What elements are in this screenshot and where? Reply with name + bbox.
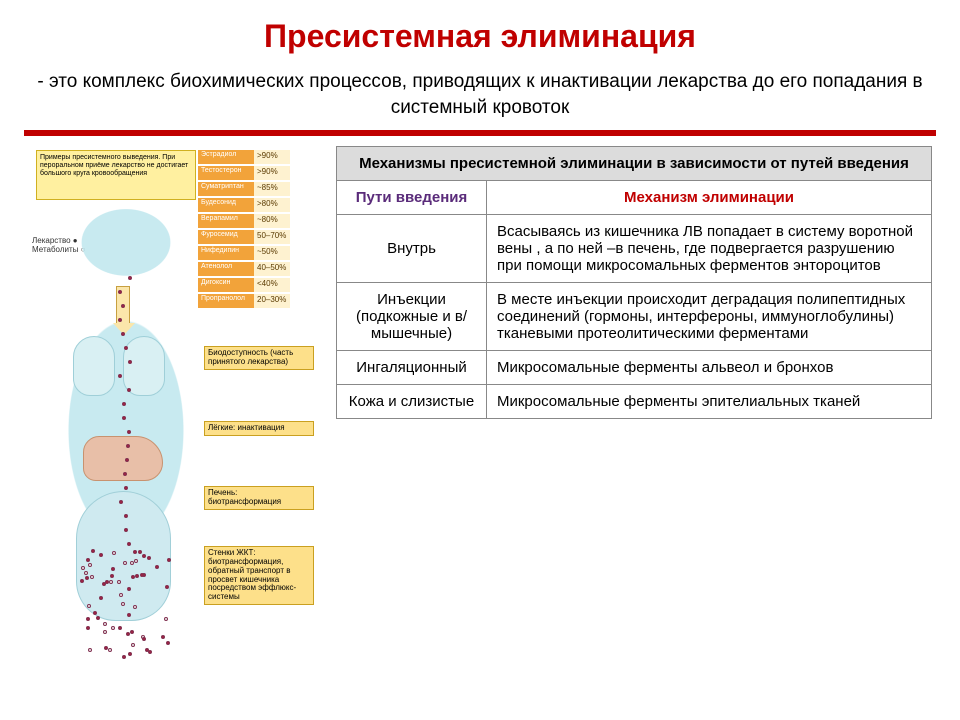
subtitle-content: это комплекс биохимических процессов, пр…: [49, 71, 923, 118]
particle-dot: [108, 648, 112, 652]
drug-name: Эстрадиол: [198, 150, 254, 164]
particle-dot: [166, 641, 170, 645]
particle-dot: [110, 574, 114, 578]
mechanism-cell: Микросомальные ферменты эпителиальных тк…: [487, 385, 932, 419]
drug-name: Тестостерон: [198, 166, 254, 180]
particle-dot: [103, 622, 107, 626]
particle-dot: [124, 514, 128, 518]
drug-percent: >90%: [254, 166, 290, 180]
lung-right-icon: [123, 336, 165, 396]
particle-dot: [148, 650, 152, 654]
divider-bar: [24, 130, 936, 136]
particle-dot: [127, 613, 131, 617]
particle-dot: [142, 637, 146, 641]
mechanism-cell: Всасываясь из кишечника ЛВ попадает в си…: [487, 215, 932, 283]
mechanism-cell: В месте инъекции происходит деградация п…: [487, 283, 932, 351]
drug-row: Тестостерон>90%: [198, 166, 316, 180]
particle-dot: [81, 566, 85, 570]
drug-percent: 20–30%: [254, 294, 290, 308]
particle-dot: [131, 575, 135, 579]
organs-group: [68, 296, 178, 646]
callout-bioavailability: Биодоступность (часть принятого лекарств…: [204, 346, 314, 370]
drug-name: Будесонид: [198, 198, 254, 212]
particle-dot: [111, 626, 115, 630]
particle-dot: [90, 575, 94, 579]
mechanism-cell: Микросомальные ферменты альвеол и бронхо…: [487, 351, 932, 385]
particle-dot: [122, 655, 126, 659]
drug-row: Суматриптан~85%: [198, 182, 316, 196]
callout-liver: Печень: биотрансформация: [204, 486, 314, 510]
table-title: Механизмы пресистемной элиминации в зави…: [337, 147, 932, 181]
particle-dot: [123, 561, 127, 565]
particle-dot: [121, 602, 125, 606]
route-cell: Внутрь: [337, 215, 487, 283]
particle-dot: [127, 587, 131, 591]
table-row: ИнгаляционныйМикросомальные ферменты аль…: [337, 351, 932, 385]
particle-dot: [125, 458, 129, 462]
particle-dot: [128, 652, 132, 656]
route-cell: Ингаляционный: [337, 351, 487, 385]
drug-name: Суматриптан: [198, 182, 254, 196]
anatomy-diagram: Примеры пресистемного выведения. При пер…: [28, 146, 328, 419]
lung-left-icon: [73, 336, 115, 396]
subtitle-bullet: -: [37, 71, 43, 92]
table-row: ВнутрьВсасываясь из кишечника ЛВ попадае…: [337, 215, 932, 283]
particle-dot: [140, 573, 144, 577]
particle-dot: [109, 580, 113, 584]
drug-percent: 40–50%: [254, 262, 290, 276]
particle-dot: [131, 643, 135, 647]
particle-dot: [121, 304, 125, 308]
drug-row: Верапамил~80%: [198, 214, 316, 228]
particle-dot: [88, 648, 92, 652]
particle-dot: [85, 576, 89, 580]
drug-row: Будесонид>80%: [198, 198, 316, 212]
drug-percent: ~50%: [254, 246, 290, 260]
col-header-mechanism: Механизм элиминации: [487, 181, 932, 215]
mechanism-table: Механизмы пресистемной элиминации в зави…: [336, 146, 932, 419]
subtitle-text: - это комплекс биохимических процессов, …: [28, 69, 932, 120]
page-title: Пресистемная элиминация: [28, 18, 932, 55]
route-cell: Инъекции (подкожные и в/мышечные): [337, 283, 487, 351]
col-header-route: Пути введения: [337, 181, 487, 215]
drug-percent: ~80%: [254, 214, 290, 228]
drug-percent: ~85%: [254, 182, 290, 196]
particle-dot: [99, 596, 103, 600]
particle-dot: [103, 630, 107, 634]
particle-dot: [104, 646, 108, 650]
particle-dot: [93, 611, 97, 615]
particle-dot: [117, 580, 121, 584]
particle-dot: [167, 558, 171, 562]
particle-dot: [87, 604, 91, 608]
callout-lungs: Лёгкие: инактивация: [204, 421, 314, 436]
drug-percent: 50–70%: [254, 230, 290, 244]
drug-row: Эстрадиол>90%: [198, 150, 316, 164]
particle-dot: [134, 559, 138, 563]
particle-dot: [102, 582, 106, 586]
callout-gi: Стенки ЖКТ: биотрансформация, обратный т…: [204, 546, 314, 605]
table-row: Кожа и слизистыеМикросомальные ферменты …: [337, 385, 932, 419]
drug-percent: >80%: [254, 198, 290, 212]
drug-percent: <40%: [254, 278, 290, 292]
particle-dot: [135, 574, 139, 578]
drug-percent: >90%: [254, 150, 290, 164]
particle-dot: [128, 360, 132, 364]
route-cell: Кожа и слизистые: [337, 385, 487, 419]
table-row: Инъекции (подкожные и в/мышечные)В месте…: [337, 283, 932, 351]
